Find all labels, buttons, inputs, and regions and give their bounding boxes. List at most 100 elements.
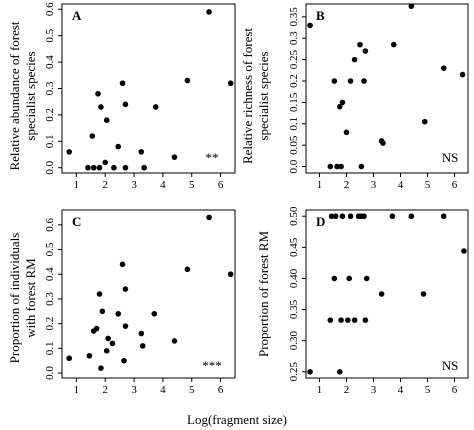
y-tick-label-b-1: 0.05 [288, 135, 300, 155]
data-point-c-16 [139, 343, 146, 349]
x-tick-label-d-3: 3 [371, 384, 377, 396]
ylabel-a-line-2: specialist species [23, 51, 38, 140]
data-point-a-17 [171, 154, 178, 160]
data-point-c-10 [115, 310, 122, 317]
y-tick-label-b-2: 0.1 [288, 117, 300, 131]
y-tick-label-b-4: 0.2 [288, 74, 300, 88]
x-tick-label-a-5: 5 [189, 179, 195, 191]
x-tick-label-a-4: 4 [160, 179, 166, 191]
x-tick-label-b-5: 5 [425, 179, 431, 191]
x-tick-label-d-6: 6 [452, 384, 458, 396]
y-tick-label-d-5: 0.50 [288, 206, 300, 226]
ylabel-b-line-1: Relative richness of forest [240, 28, 255, 164]
x-tick-label-c-6: 6 [218, 384, 224, 396]
data-point-b-19 [440, 65, 447, 71]
data-point-d-8 [345, 317, 351, 323]
panel-letter-b: B [316, 8, 325, 23]
data-point-d-4 [332, 213, 339, 220]
data-point-b-9 [351, 56, 358, 63]
data-point-c-18 [171, 338, 178, 344]
y-tick-label-c-1: 0.1 [44, 341, 56, 355]
significance-d: NS [442, 358, 459, 373]
panel-letter-a: A [72, 8, 82, 23]
data-point-a-5 [96, 164, 103, 171]
x-tick-label-b-2: 2 [344, 179, 350, 191]
data-point-d-3 [331, 275, 338, 282]
data-point-d-0 [307, 368, 313, 375]
y-tick-label-b-6: 0.3 [288, 31, 300, 45]
data-point-d-10 [347, 213, 354, 220]
x-tick-label-c-2: 2 [103, 384, 109, 396]
data-point-a-18 [184, 77, 191, 84]
data-point-d-21 [440, 213, 447, 220]
x-tick-label-b-4: 4 [398, 179, 404, 191]
data-point-c-7 [103, 348, 110, 354]
x-tick-label-d-4: 4 [398, 384, 404, 396]
significance-a: ** [206, 150, 219, 165]
x-tick-label-d-1: 1 [317, 384, 323, 396]
plot-frame-b [305, 3, 469, 174]
panel-a: Relative abundance of forest specialist … [7, 2, 236, 191]
data-point-d-5 [336, 368, 343, 375]
data-point-b-20 [459, 71, 466, 78]
data-point-d-7 [339, 213, 346, 220]
y-tick-label-a-6: 0.6 [44, 2, 56, 16]
data-point-a-4 [95, 90, 101, 97]
ylabel-a-line-1: Relative abundance of forest [7, 21, 22, 170]
data-point-c-13 [121, 357, 127, 364]
x-tick-label-a-3: 3 [131, 179, 137, 191]
x-tick-label-b-6: 6 [452, 179, 458, 191]
y-tick-label-d-0: 0.25 [288, 362, 300, 382]
data-point-a-0 [66, 149, 73, 155]
y-tick-label-b-3: 0.15 [288, 92, 300, 112]
data-point-b-15 [380, 140, 386, 146]
data-point-c-5 [98, 365, 104, 371]
data-point-c-20 [206, 214, 212, 221]
y-tick-label-c-6: 0.6 [44, 217, 56, 231]
panel-b: Relative richness of forest specialist s… [240, 3, 469, 191]
y-tick-label-c-5: 0.5 [44, 242, 56, 256]
panel-d: Proportion of forest RM D NS 1 2 3 4 5 6 0.25 0… [256, 206, 469, 396]
data-point-b-2 [331, 78, 338, 84]
data-point-b-12 [361, 78, 367, 84]
data-point-c-14 [122, 323, 129, 329]
x-axis-label: Log(fragment size) [187, 412, 287, 427]
x-tick-label-d-5: 5 [425, 384, 431, 396]
plot-frame-c [61, 209, 236, 379]
data-point-d-14 [361, 213, 367, 220]
data-point-b-7 [343, 129, 350, 136]
data-point-d-6 [338, 317, 344, 323]
panel-c: Proportion of individuals with forest RM… [7, 209, 236, 396]
data-point-c-3 [93, 325, 100, 332]
data-point-d-1 [327, 317, 334, 323]
data-point-a-20 [227, 80, 234, 87]
data-point-a-8 [103, 117, 110, 123]
data-point-a-14 [138, 149, 145, 155]
data-point-d-9 [346, 275, 353, 282]
y-tick-label-a-1: 0.1 [44, 134, 56, 148]
y-tick-label-a-3: 0.3 [44, 81, 56, 95]
data-point-d-2 [328, 213, 335, 220]
y-tick-label-b-0: 0.0 [288, 159, 300, 173]
data-point-a-12 [122, 101, 129, 108]
data-point-c-6 [99, 308, 106, 315]
data-point-b-11 [358, 163, 365, 170]
data-point-b-1 [327, 163, 334, 170]
data-point-b-8 [347, 78, 354, 84]
x-tick-label-c-1: 1 [74, 384, 80, 396]
data-point-c-15 [138, 330, 145, 337]
data-point-b-17 [408, 3, 415, 9]
data-point-c-21 [227, 271, 234, 278]
y-tick-label-d-4: 0.45 [288, 237, 300, 257]
data-point-c-12 [122, 286, 129, 292]
x-tick-label-c-5: 5 [189, 384, 195, 396]
data-point-d-11 [351, 317, 358, 323]
data-point-b-18 [422, 118, 428, 125]
panel-letter-d: D [316, 214, 325, 229]
significance-b: NS [442, 150, 459, 165]
ylabel-b-line-2: specialist species [256, 51, 271, 140]
ylabel-c-line-2: with forest RM [23, 258, 38, 338]
data-point-a-11 [119, 80, 126, 87]
x-tick-label-a-6: 6 [218, 179, 224, 191]
